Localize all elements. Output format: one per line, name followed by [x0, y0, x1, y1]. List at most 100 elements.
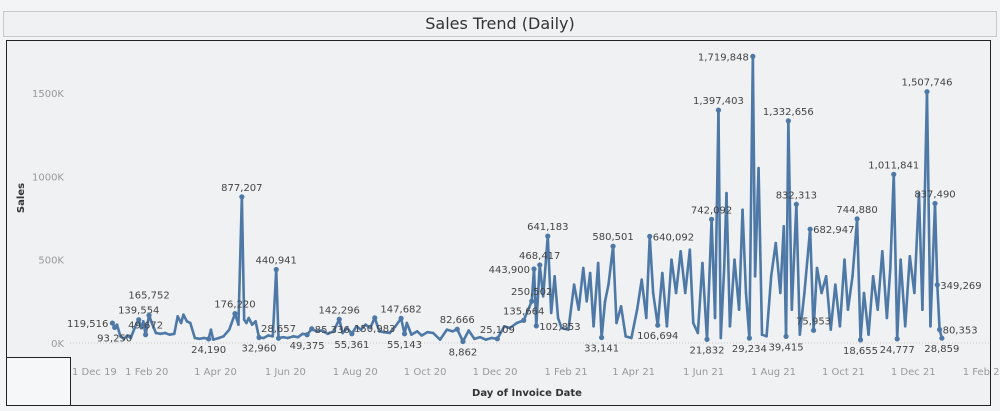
data-point-marker	[932, 200, 938, 207]
series-segment	[431, 331, 442, 341]
data-label: 106,694	[637, 331, 678, 342]
data-label: 55,361	[334, 340, 369, 351]
x-tick-label: 1 Aug 20	[333, 367, 378, 378]
data-point-marker	[304, 332, 310, 338]
y-tick-label: 1500K	[32, 89, 64, 100]
data-label: 80,353	[943, 326, 978, 337]
series-segment	[933, 202, 939, 287]
data-point-marker	[533, 323, 539, 329]
series-segment	[222, 328, 231, 338]
series-segment	[129, 325, 137, 340]
data-label: 8,862	[449, 348, 478, 359]
data-label: 119,516	[67, 319, 108, 330]
x-tick-label: 1 Aug 21	[751, 367, 796, 378]
data-point-marker	[256, 334, 262, 341]
series-segment	[522, 299, 534, 322]
series-segment	[688, 248, 695, 325]
data-point-marker	[936, 327, 943, 333]
x-tick-label: 1 Feb 22	[963, 367, 1000, 378]
series-segment	[867, 275, 875, 336]
series-segment	[388, 325, 397, 335]
data-point-marker	[349, 331, 355, 337]
data-label: 150,983	[354, 324, 395, 335]
x-tick-label: 1 Feb 20	[125, 367, 168, 378]
data-point-marker	[704, 336, 710, 342]
x-tick-label: 1 Apr 21	[612, 367, 655, 378]
series-segment	[862, 291, 870, 336]
data-point-marker	[715, 107, 722, 113]
data-label: 250,502	[511, 287, 552, 298]
data-label: 640,092	[653, 232, 694, 243]
data-label: 49,672	[128, 321, 163, 332]
series-segment	[596, 261, 603, 339]
chart-title-box: Sales Trend (Daily)	[3, 11, 997, 37]
series-segment	[644, 235, 652, 320]
series-segment	[661, 271, 669, 328]
series-segment	[405, 321, 413, 336]
series-segment	[705, 218, 713, 341]
data-point-marker	[275, 335, 282, 341]
data-point-marker	[232, 311, 238, 317]
axis-corner	[6, 357, 71, 406]
data-label: 24,190	[191, 345, 226, 356]
data-label: 93,250	[97, 333, 132, 344]
series-segment	[885, 266, 892, 320]
data-point-marker	[372, 315, 378, 321]
chart-frame	[6, 40, 991, 406]
data-point-marker	[750, 53, 756, 59]
data-point-marker	[454, 326, 460, 332]
series-segment	[846, 275, 854, 311]
series-segment	[670, 258, 678, 295]
x-tick-label: 1 Oct 20	[404, 367, 447, 378]
series-segment	[635, 278, 644, 311]
data-label: 1,011,841	[868, 160, 919, 171]
data-label: 165,752	[128, 290, 169, 301]
data-label: 877,207	[221, 183, 262, 194]
data-point-marker	[109, 320, 115, 326]
series-segment	[656, 271, 664, 327]
y-tick-label: 0K	[51, 339, 64, 350]
data-point-marker	[146, 312, 152, 318]
data-point-marker	[785, 118, 791, 124]
data-point-marker	[854, 216, 860, 222]
data-point-marker	[537, 262, 543, 268]
data-label: 49,375	[290, 341, 325, 352]
series-segment	[567, 283, 576, 331]
series-segment	[795, 202, 802, 336]
data-label: 102,853	[539, 322, 580, 333]
y-axis-label: Sales	[16, 183, 27, 213]
series-segment	[600, 300, 607, 339]
data-point-marker	[655, 322, 661, 328]
data-label: 147,682	[380, 304, 421, 315]
x-tick-label: 1 Oct 21	[822, 367, 865, 378]
series-segment	[824, 275, 833, 331]
data-label: 85,336	[315, 325, 350, 336]
data-point-marker	[521, 317, 527, 323]
data-label: 75,953	[796, 316, 831, 327]
data-label: 744,880	[836, 205, 877, 216]
series-segment	[467, 329, 476, 341]
data-label: 135,664	[503, 306, 544, 317]
series-segment	[209, 328, 215, 341]
data-point-marker	[599, 334, 605, 341]
data-point-marker	[273, 266, 279, 273]
data-point-marker	[206, 336, 212, 342]
data-label: 832,313	[776, 190, 817, 201]
series-segment	[188, 321, 197, 340]
series-segment	[172, 315, 179, 336]
series-segment	[787, 119, 794, 311]
data-point-marker	[894, 336, 900, 342]
data-label: 349,269	[940, 281, 981, 292]
series-segment	[674, 250, 682, 295]
data-point-marker	[610, 243, 616, 249]
data-label: 1,719,848	[698, 52, 749, 63]
x-axis-label: Day of Invoice Date	[472, 388, 582, 399]
chart-title: Sales Trend (Daily)	[425, 14, 575, 33]
series-segment	[611, 244, 618, 325]
series-segment	[808, 227, 815, 332]
series-segment	[876, 250, 884, 311]
data-label: 18,655	[843, 346, 878, 357]
data-label: 1,507,746	[902, 78, 953, 89]
data-label: 21,832	[690, 345, 725, 356]
series-segment	[815, 266, 823, 295]
